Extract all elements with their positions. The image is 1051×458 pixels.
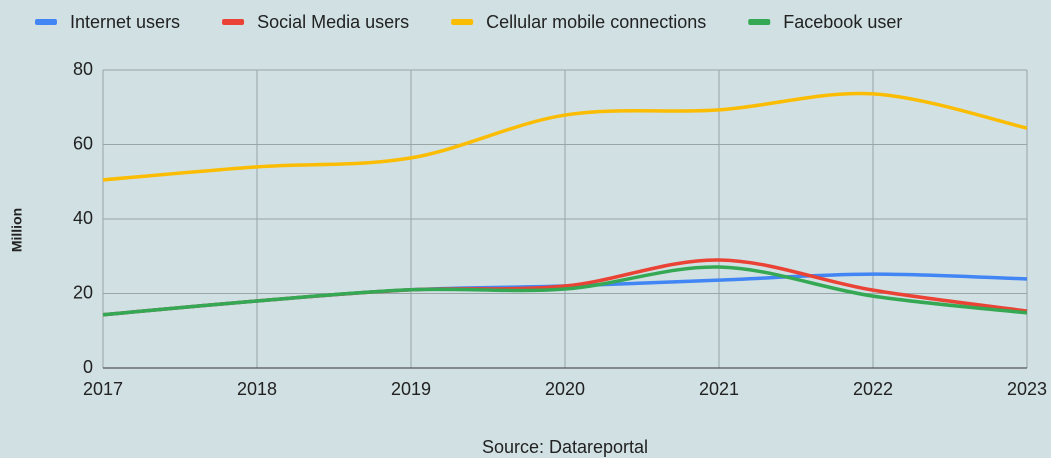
legend-marker (222, 19, 245, 25)
legend-label: Social Media users (257, 12, 409, 32)
legend-label: Internet users (70, 12, 180, 32)
x-tick-label: 2023 (1007, 379, 1047, 399)
x-tick-label: 2017 (83, 379, 123, 399)
legend-label: Cellular mobile connections (486, 12, 706, 32)
y-axis-label: Million (9, 208, 25, 252)
legend-marker (451, 19, 474, 25)
x-tick-label: 2019 (391, 379, 431, 399)
legend-marker (748, 19, 771, 25)
y-tick-label: 20 (73, 282, 93, 302)
x-tick-label: 2021 (699, 379, 739, 399)
series-line (102, 265, 1028, 317)
y-tick-label: 0 (83, 357, 93, 377)
x-tick-label: 2018 (237, 379, 277, 399)
y-tick-label: 60 (73, 133, 93, 153)
series-line (102, 91, 1028, 182)
y-tick-label: 80 (73, 59, 93, 79)
legend-label: Facebook user (783, 12, 902, 32)
legend-marker (35, 19, 57, 25)
x-axis-label: Source: Datareportal (482, 437, 648, 457)
x-tick-label: 2020 (545, 379, 585, 399)
y-tick-label: 40 (73, 208, 93, 228)
x-tick-label: 2022 (853, 379, 893, 399)
